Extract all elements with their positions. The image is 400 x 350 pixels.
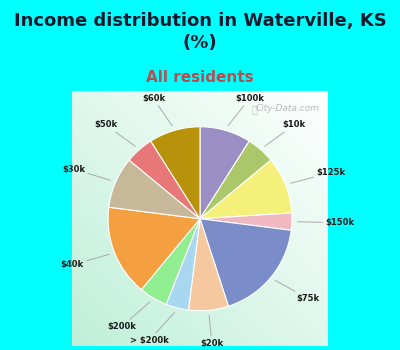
Text: $100k: $100k (228, 94, 264, 126)
Text: $50k: $50k (94, 120, 135, 146)
Wedge shape (188, 219, 228, 311)
Text: Income distribution in Waterville, KS
(%): Income distribution in Waterville, KS (%… (14, 12, 386, 52)
Text: $60k: $60k (142, 94, 172, 126)
Wedge shape (141, 219, 200, 304)
Text: ⓘ: ⓘ (251, 104, 257, 114)
Text: City-Data.com: City-Data.com (256, 104, 320, 113)
Wedge shape (200, 141, 271, 219)
Text: $150k: $150k (297, 218, 354, 227)
Wedge shape (166, 219, 200, 310)
Text: $20k: $20k (200, 316, 223, 348)
Text: $30k: $30k (62, 164, 110, 180)
Wedge shape (108, 207, 200, 289)
Text: $200k: $200k (107, 302, 150, 331)
Wedge shape (200, 219, 291, 306)
Wedge shape (200, 213, 292, 230)
Text: $10k: $10k (265, 120, 306, 146)
Text: $40k: $40k (60, 254, 110, 270)
Text: $125k: $125k (290, 168, 346, 183)
Text: All residents: All residents (146, 70, 254, 85)
Wedge shape (200, 160, 292, 219)
Wedge shape (151, 127, 200, 219)
Wedge shape (109, 160, 200, 219)
Text: > $200k: > $200k (130, 312, 175, 344)
Wedge shape (129, 141, 200, 219)
Wedge shape (200, 127, 249, 219)
Text: $75k: $75k (275, 280, 320, 303)
